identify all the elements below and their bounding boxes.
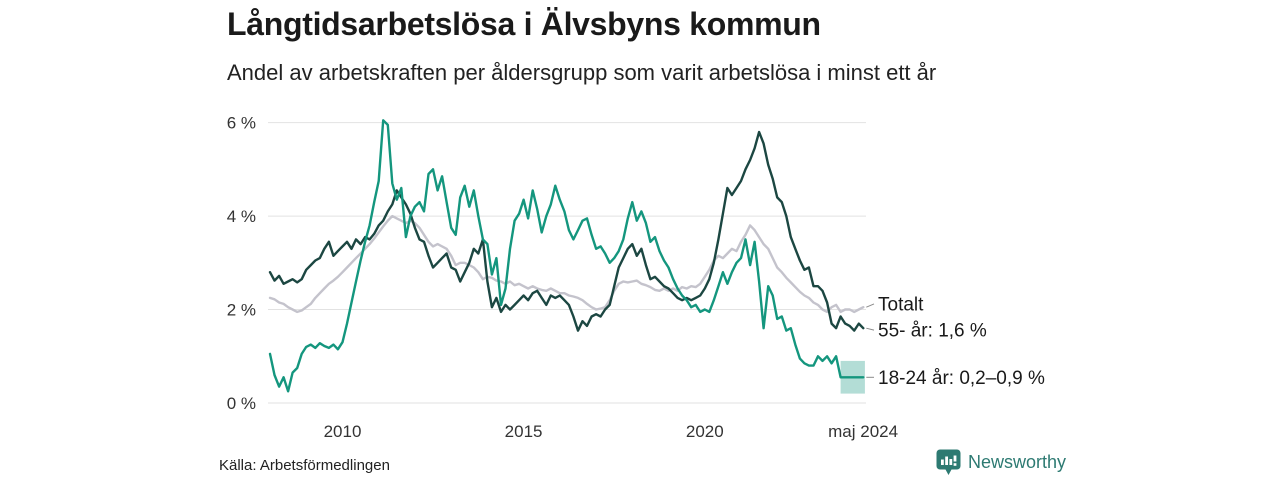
page-title: Långtidsarbetslösa i Älvsbyns kommun: [227, 6, 821, 42]
x-tick-label: 2020: [686, 422, 724, 441]
brand-lockup: Newsworthy: [936, 449, 1066, 476]
label-connector-55-ar: [866, 327, 875, 331]
x-tick-label: maj 2024: [828, 422, 898, 441]
page-subtitle: Andel av arbetskraften per åldersgrupp s…: [227, 60, 937, 85]
y-tick-label: 0 %: [227, 394, 256, 413]
y-tick-label: 4 %: [227, 207, 256, 226]
label-connector-totalt: [866, 303, 875, 308]
series-end-label-18-24-ar: 18-24 år: 0,2–0,9 %: [878, 368, 1045, 389]
brand-name: Newsworthy: [968, 452, 1067, 472]
source-note: Källa: Arbetsförmedlingen: [219, 457, 390, 474]
x-tick-label: 2015: [505, 422, 543, 441]
series-line-totalt: [268, 214, 865, 314]
y-tick-label: 6 %: [227, 114, 256, 133]
series-line-55-ar: [268, 130, 865, 332]
y-tick-label: 2 %: [227, 301, 256, 320]
x-tick-label: 2010: [324, 422, 362, 441]
series-end-label-totalt: Totalt: [878, 294, 924, 315]
series-end-label-55-ar: 55- år: 1,6 %: [878, 321, 987, 342]
series-line-18-24-ar: [268, 119, 865, 393]
newsworthy-logo-icon: [936, 449, 961, 475]
